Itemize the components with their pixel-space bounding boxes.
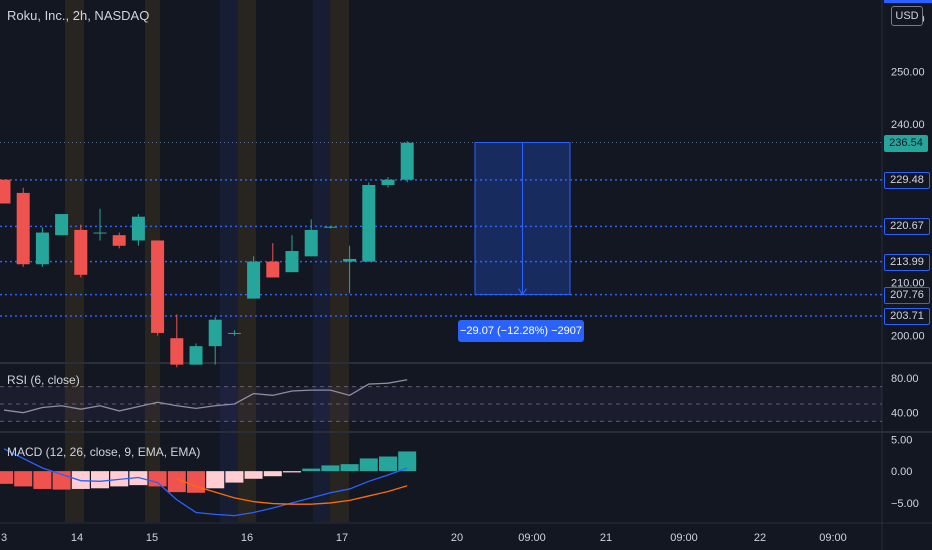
candle-4 <box>74 229 88 275</box>
macd-label[interactable]: MACD (12, 26, close, 9, EMA, EMA) <box>7 445 201 459</box>
time-label-3: 16 <box>241 532 253 544</box>
macd-hist-19 <box>359 458 378 472</box>
macd-hist-5 <box>91 471 109 489</box>
time-label-6: 09:00 <box>518 532 546 544</box>
candle-21 <box>400 142 414 180</box>
macd-hist-9 <box>167 471 186 493</box>
macd-tick-2: 5.00 <box>891 434 912 446</box>
macd-hist-13 <box>244 471 263 479</box>
time-label-4: 17 <box>336 532 348 544</box>
time-label-10: 09:00 <box>819 532 847 544</box>
price-tag-2: 220.67 <box>884 218 930 236</box>
top-accent-bar <box>884 0 932 3</box>
candle-10 <box>189 346 203 365</box>
time-label-9: 22 <box>754 532 766 544</box>
candle-13 <box>247 261 261 299</box>
time-label-7: 21 <box>600 532 612 544</box>
rsi-label[interactable]: RSI (6, close) <box>7 373 80 387</box>
macd-hist-15 <box>283 471 301 473</box>
price-tick-2: 240.00 <box>891 119 925 131</box>
candle-9 <box>170 338 184 365</box>
macd-hist-21 <box>398 451 417 472</box>
macd-hist-1 <box>14 471 33 487</box>
candle-17 <box>323 226 337 228</box>
macd-tick-1: 0.00 <box>891 466 912 478</box>
candle-19 <box>362 185 376 262</box>
macd-hist-18 <box>340 464 359 472</box>
chart-title: Roku, Inc., 2h, NASDAQ <box>7 8 150 23</box>
candle-11 <box>208 319 222 347</box>
macd-hist-11 <box>206 471 225 489</box>
price-tick-3: 250.00 <box>891 66 925 78</box>
candle-7 <box>131 216 145 241</box>
price-tag-5: 203.71 <box>884 307 930 325</box>
candle-1 <box>16 192 30 265</box>
candle-0 <box>0 179 11 204</box>
macd-tick-0: −5.00 <box>891 498 919 510</box>
macd-hist-14 <box>263 471 282 477</box>
macd-line <box>3 448 408 517</box>
macd-hist-12 <box>225 471 244 483</box>
price-tag-0: 236.54 <box>884 134 928 152</box>
session-band-2 <box>220 0 238 522</box>
time-label-2: 15 <box>146 532 158 544</box>
time-label-5: 20 <box>451 532 463 544</box>
candle-2 <box>35 232 49 265</box>
candle-12 <box>227 332 241 334</box>
macd-hist-17 <box>321 465 340 472</box>
macd-hist-2 <box>33 471 52 489</box>
price-tag-4: 207.76 <box>884 286 930 304</box>
time-label-1: 14 <box>71 532 83 544</box>
candle-3 <box>55 214 69 236</box>
rsi-tick-1: 80.00 <box>891 373 919 385</box>
time-label-0: 3 <box>1 532 7 544</box>
candle-8 <box>151 240 165 333</box>
currency-badge[interactable]: USD <box>891 6 923 26</box>
price-tag-1: 229.48 <box>884 171 930 189</box>
price-tick-0: 200.00 <box>891 331 925 343</box>
candle-20 <box>381 179 395 185</box>
candle-16 <box>304 229 318 257</box>
macd-hist-0 <box>0 471 13 484</box>
candle-18 <box>343 258 357 262</box>
macd-hist-10 <box>187 471 205 493</box>
rsi-line <box>3 379 408 414</box>
candle-14 <box>266 261 280 278</box>
time-label-8: 09:00 <box>670 532 698 544</box>
macd-hist-20 <box>379 456 397 472</box>
macd-signal-line <box>176 478 408 505</box>
candle-5 <box>93 232 107 234</box>
measure-label: −29.07 (−12.28%) −2907 <box>458 320 584 342</box>
candle-15 <box>285 251 299 273</box>
measure-arrow-head <box>518 288 527 296</box>
price-tag-3: 213.99 <box>884 253 930 271</box>
candle-6 <box>112 235 126 246</box>
macd-hist-16 <box>302 468 321 472</box>
macd-hist-8 <box>148 471 167 487</box>
rsi-tick-0: 40.00 <box>891 408 919 420</box>
